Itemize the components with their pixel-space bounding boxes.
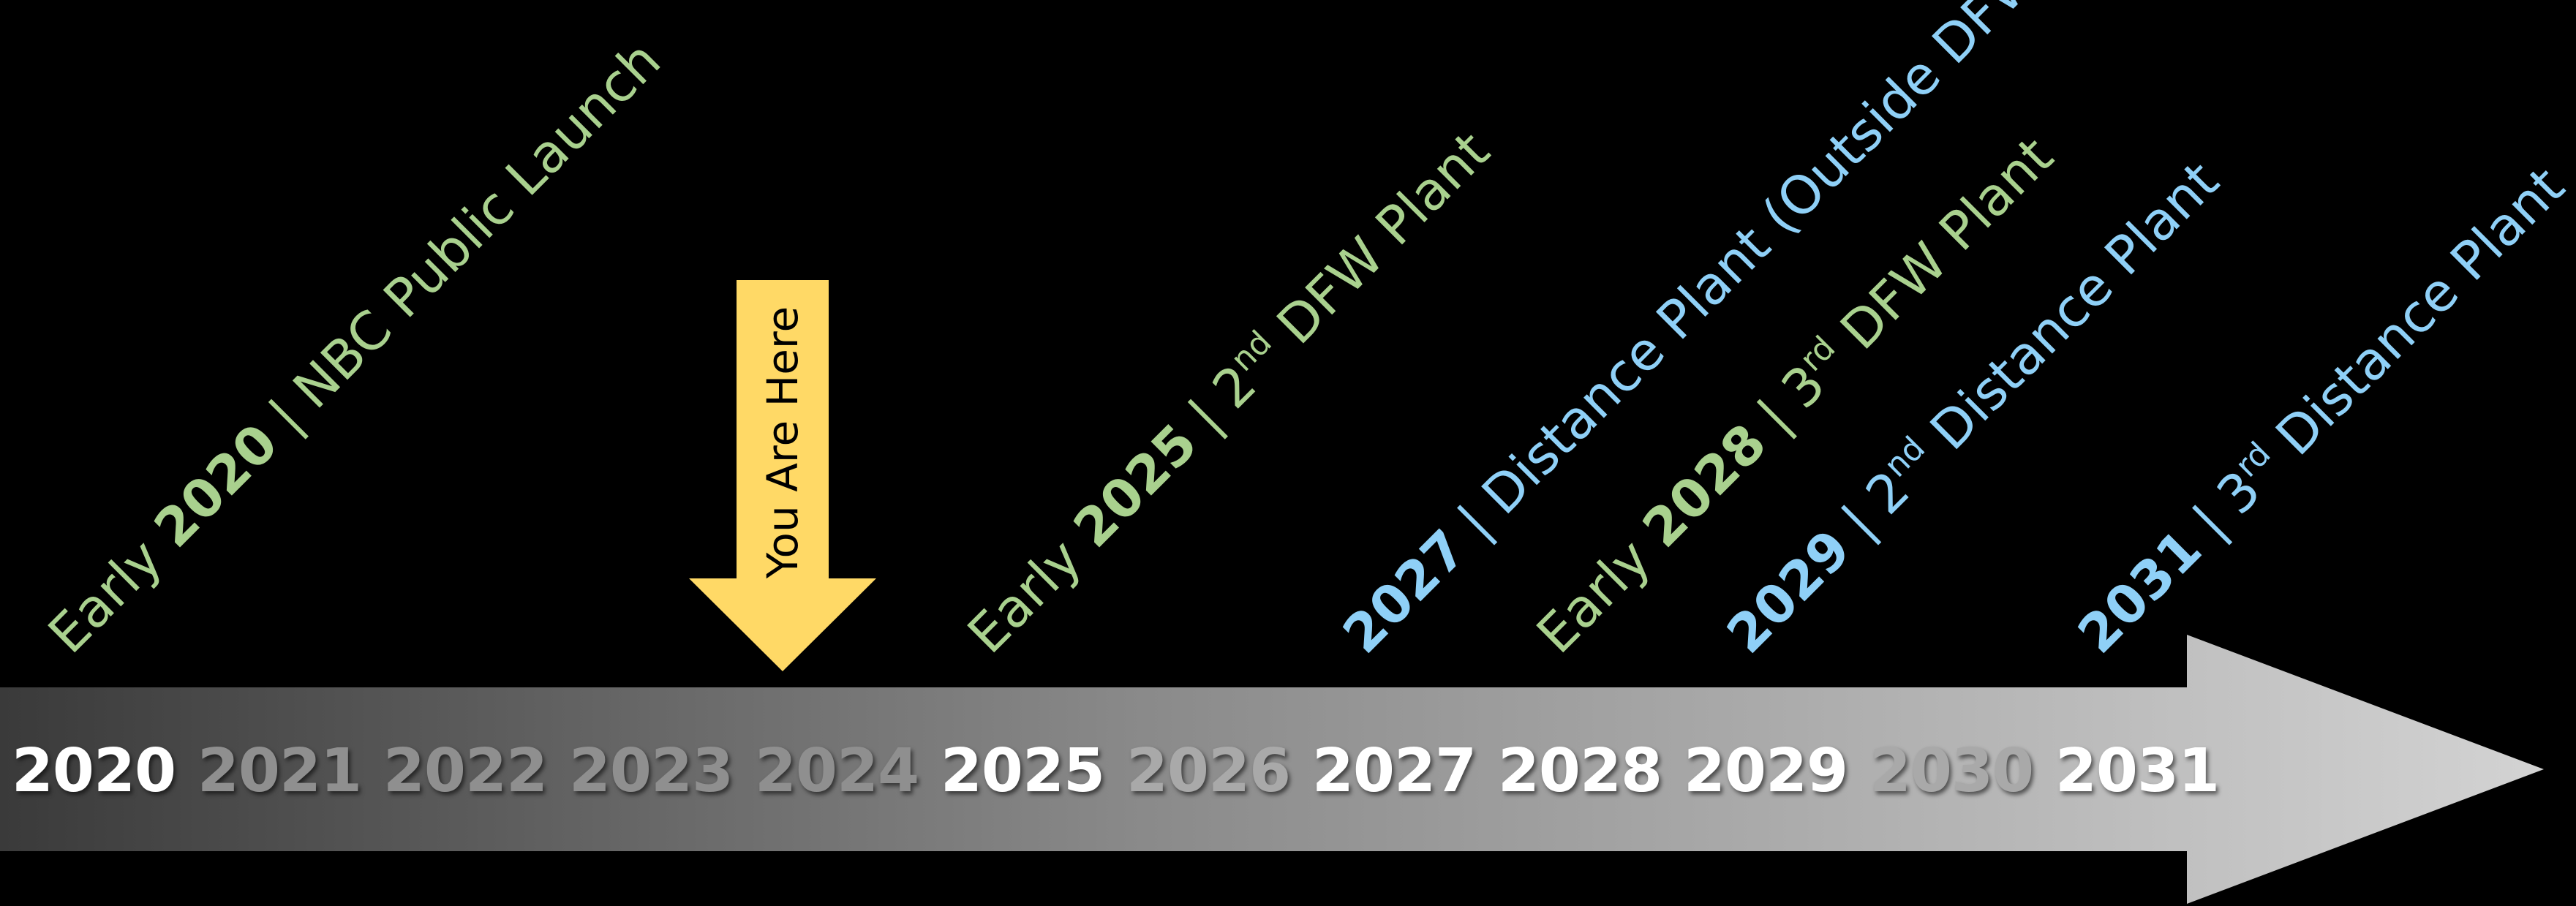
year-label-2030: 2030 — [1869, 736, 2034, 806]
year-label-2023: 2023 — [568, 736, 734, 806]
down-arrow-icon — [689, 280, 876, 671]
year-label-2020: 2020 — [11, 736, 176, 806]
year-label-2027: 2027 — [1311, 736, 1477, 806]
year-label-2028: 2028 — [1497, 736, 1662, 806]
year-label-2022: 2022 — [383, 736, 548, 806]
year-label-2031: 2031 — [2055, 736, 2220, 806]
year-label-2029: 2029 — [1683, 736, 1848, 806]
year-label-2026: 2026 — [1126, 736, 1291, 806]
year-label-2025: 2025 — [940, 736, 1105, 806]
year-label-2021: 2021 — [197, 736, 362, 806]
timeline-arrow-shape — [0, 635, 2544, 904]
you-are-here-label: You Are Here — [758, 306, 808, 579]
year-label-2024: 2024 — [754, 736, 919, 806]
